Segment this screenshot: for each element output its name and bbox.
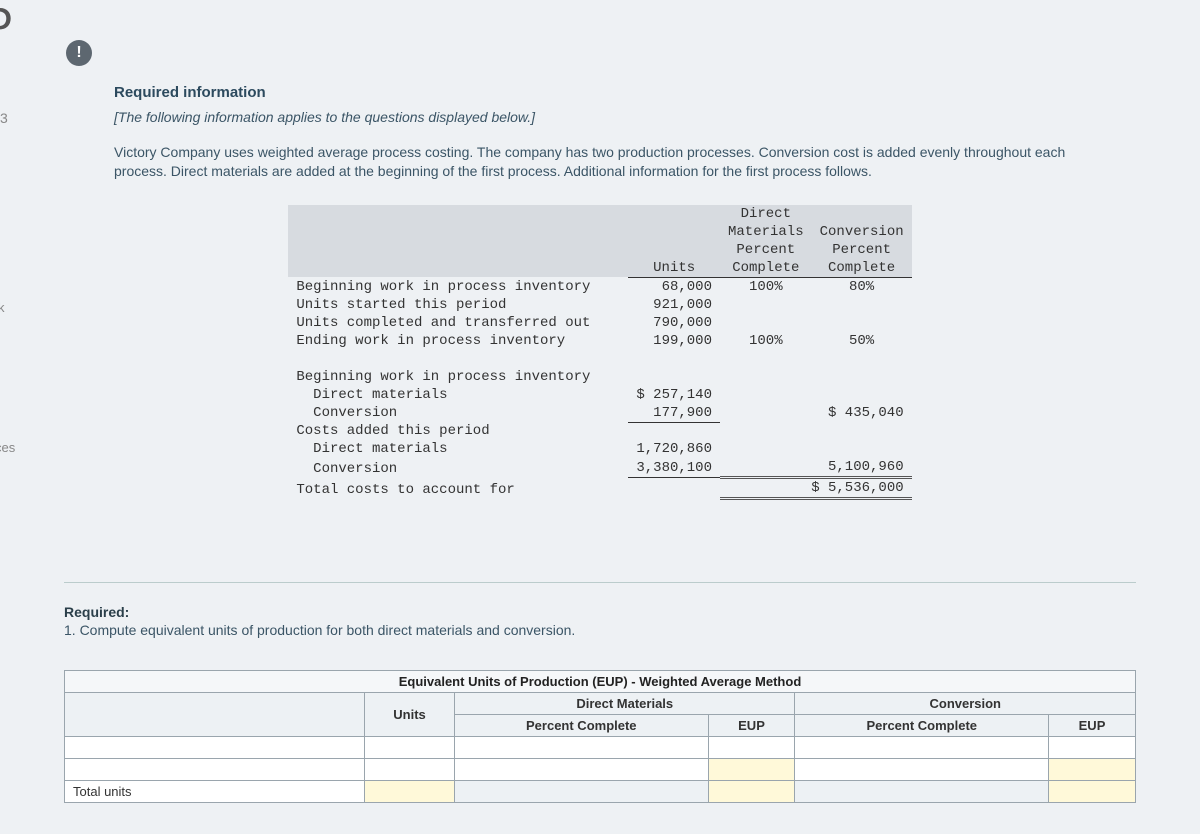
question-info-box: Required information [The following info…	[64, 66, 1136, 530]
sidebar-fragment-3: 3	[0, 110, 8, 126]
cv-value: 177,900	[628, 404, 720, 423]
hdr-cv-percent: Percent	[812, 241, 912, 259]
eup-input-dm-eup[interactable]	[708, 737, 795, 759]
dm-value: $ 257,140	[628, 386, 720, 404]
costs-added-label: Costs added this period	[288, 422, 628, 440]
eup-eup-hdr-dm: EUP	[708, 715, 795, 737]
beg-total: $ 435,040	[720, 404, 912, 423]
left-margin-fragments: 5 3 k ces	[0, 0, 40, 834]
eup-input-cv-pct[interactable]	[795, 737, 1049, 759]
hdr-conversion: Conversion	[812, 223, 912, 241]
eup-input-cv-pct[interactable]	[795, 759, 1049, 781]
eup-total-units[interactable]	[365, 781, 455, 803]
row-label: Beginning work in process inventory	[288, 277, 628, 296]
eup-total-units-label: Total units	[65, 781, 365, 803]
cv-label: Conversion	[288, 404, 628, 423]
hdr-dm-complete: Complete	[720, 259, 812, 278]
eup-input-dm-eup[interactable]	[708, 759, 795, 781]
row-cv: 80%	[812, 277, 912, 296]
row-units: 199,000	[628, 332, 720, 350]
problem-statement: Victory Company uses weighted average pr…	[114, 143, 1086, 181]
eup-input-units[interactable]	[365, 737, 455, 759]
row-label: Units completed and transferred out	[288, 314, 628, 332]
row-units: 921,000	[628, 296, 720, 314]
required-information-heading: Required information	[114, 84, 1086, 101]
cv-label2: Conversion	[288, 458, 628, 478]
alert-icon-glyph: !	[76, 44, 81, 62]
dm-label2: Direct materials	[288, 440, 628, 458]
eup-input-cv-eup[interactable]	[1049, 737, 1136, 759]
eup-total-cv[interactable]	[1049, 781, 1136, 803]
eup-total-dm[interactable]	[708, 781, 795, 803]
required-block: Required: 1. Compute equivalent units of…	[64, 604, 575, 638]
sidebar-fragment-ces: ces	[0, 440, 15, 455]
eup-units-hdr: Units	[365, 693, 455, 737]
eup-input-dm-pct[interactable]	[455, 759, 709, 781]
row-label: Units started this period	[288, 296, 628, 314]
eup-cv-hdr: Conversion	[795, 693, 1136, 715]
row-units: 790,000	[628, 314, 720, 332]
required-label: Required:	[64, 604, 575, 620]
hdr-materials: Materials	[720, 223, 812, 241]
sidebar-fragment-k: k	[0, 300, 5, 315]
row-units: 68,000	[628, 277, 720, 296]
hdr-dm-percent: Percent	[720, 241, 812, 259]
added-total: 5,100,960	[720, 458, 912, 478]
eup-title: Equivalent Units of Production (EUP) - W…	[65, 671, 1136, 693]
eup-table-wrap: Equivalent Units of Production (EUP) - W…	[64, 670, 1136, 803]
applies-note: [The following information applies to th…	[114, 109, 1086, 125]
page-number-fragment: 5	[0, 0, 13, 41]
eup-input-rowlabel[interactable]	[65, 759, 365, 781]
row-label: Ending work in process inventory	[288, 332, 628, 350]
required-text: 1. Compute equivalent units of productio…	[64, 622, 575, 638]
eup-input-units[interactable]	[365, 759, 455, 781]
eup-blank	[455, 781, 709, 803]
hdr-units: Units	[628, 259, 720, 278]
eup-input-cv-eup[interactable]	[1049, 759, 1136, 781]
eup-pct-hdr-cv: Percent Complete	[795, 715, 1049, 737]
total-label: Total costs to account for	[288, 478, 628, 499]
dm-label: Direct materials	[288, 386, 628, 404]
cv-add: 3,380,100	[628, 458, 720, 478]
process-data-table: Direct Materials Conversion Percent Perc…	[288, 205, 911, 501]
eup-dm-hdr: Direct Materials	[455, 693, 795, 715]
eup-eup-hdr-cv: EUP	[1049, 715, 1136, 737]
eup-pct-hdr-dm: Percent Complete	[455, 715, 709, 737]
eup-input-dm-pct[interactable]	[455, 737, 709, 759]
eup-blank	[795, 781, 1049, 803]
row-dm: 100%	[720, 277, 812, 296]
row-cv: 50%	[812, 332, 912, 350]
eup-table: Equivalent Units of Production (EUP) - W…	[64, 670, 1136, 803]
alert-icon: !	[66, 40, 92, 66]
hdr-cv-complete: Complete	[812, 259, 912, 278]
row-dm: 100%	[720, 332, 812, 350]
dm-add: 1,720,860	[628, 440, 720, 458]
hdr-direct: Direct	[720, 205, 812, 223]
beg-wip-label: Beginning work in process inventory	[288, 368, 628, 386]
divider	[64, 582, 1136, 583]
eup-input-rowlabel[interactable]	[65, 737, 365, 759]
grand-total: $ 5,536,000	[720, 478, 912, 499]
